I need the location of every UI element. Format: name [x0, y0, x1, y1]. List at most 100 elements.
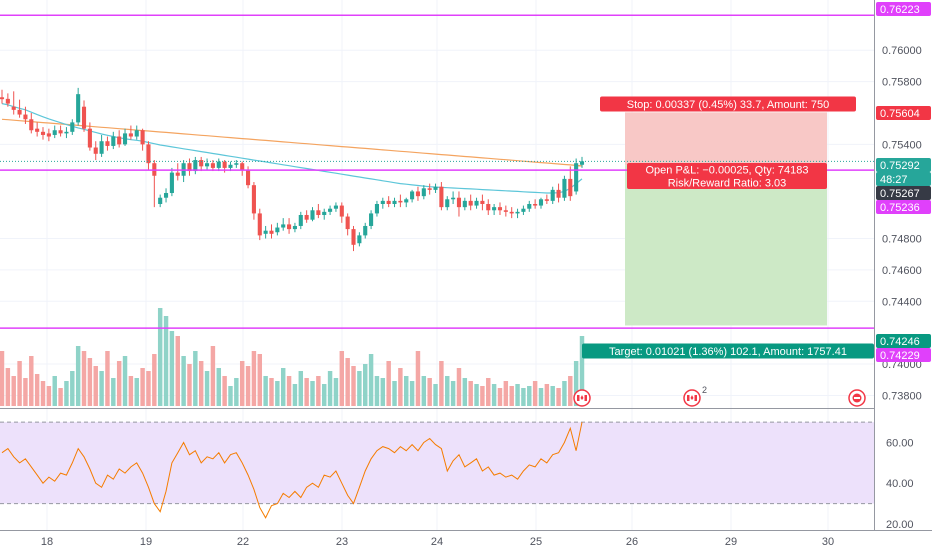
candle[interactable]	[380, 197, 385, 209]
candle[interactable]	[193, 156, 198, 175]
candle[interactable]	[298, 211, 303, 230]
candle[interactable]	[345, 213, 350, 236]
candle[interactable]	[556, 183, 561, 203]
candle[interactable]	[550, 186, 555, 204]
candle[interactable]	[421, 185, 426, 200]
candle[interactable]	[562, 175, 567, 201]
candle[interactable]	[474, 197, 479, 209]
candle[interactable]	[544, 194, 549, 204]
candle[interactable]	[351, 225, 356, 252]
pnl-label[interactable]: Open P&L: −0.00025, Qty: 74183 Risk/Rewa…	[627, 163, 827, 190]
candle[interactable]	[386, 196, 391, 208]
candle[interactable]	[363, 222, 368, 239]
candle[interactable]	[87, 122, 92, 151]
event-icon[interactable]	[848, 389, 866, 407]
candle[interactable]	[486, 199, 491, 215]
candle[interactable]	[134, 125, 139, 140]
candle[interactable]	[292, 222, 297, 233]
candle[interactable]	[492, 204, 497, 215]
candle[interactable]	[210, 160, 215, 172]
candle[interactable]	[462, 197, 467, 211]
target-label[interactable]: Target: 0.01021 (1.36%) 102.1, Amount: 1…	[582, 343, 874, 359]
candle[interactable]	[433, 183, 438, 194]
candle[interactable]	[281, 218, 286, 231]
candle[interactable]	[17, 99, 22, 118]
candle[interactable]	[310, 207, 315, 222]
candle[interactable]	[58, 125, 63, 137]
candle[interactable]	[175, 163, 180, 181]
target-zone[interactable]	[625, 165, 827, 326]
candle[interactable]	[574, 158, 579, 195]
candle[interactable]	[263, 225, 268, 239]
candle[interactable]	[46, 128, 51, 142]
candle[interactable]	[0, 89, 5, 104]
candle[interactable]	[205, 158, 210, 170]
candle[interactable]	[304, 210, 309, 223]
candle[interactable]	[509, 207, 514, 219]
candle[interactable]	[199, 156, 204, 172]
candle[interactable]	[374, 200, 379, 217]
candle[interactable]	[275, 222, 280, 236]
candle[interactable]	[497, 202, 503, 215]
candle[interactable]	[93, 141, 98, 161]
candle[interactable]	[427, 183, 432, 195]
candle[interactable]	[339, 202, 344, 223]
candle[interactable]	[64, 127, 69, 139]
candle[interactable]	[287, 218, 292, 234]
candle[interactable]	[169, 167, 174, 197]
candle[interactable]	[538, 197, 544, 209]
candle[interactable]	[480, 194, 485, 211]
candle[interactable]	[404, 197, 409, 208]
candle[interactable]	[70, 119, 75, 135]
candle[interactable]	[35, 122, 40, 137]
candle[interactable]	[456, 191, 462, 217]
candle[interactable]	[398, 194, 403, 208]
candle[interactable]	[81, 100, 87, 132]
candle[interactable]	[257, 208, 262, 241]
candle[interactable]	[410, 189, 415, 203]
candle[interactable]	[240, 161, 245, 176]
candle[interactable]	[515, 208, 520, 219]
candle[interactable]	[40, 127, 46, 140]
candle[interactable]	[146, 141, 151, 170]
candle[interactable]	[76, 87, 81, 126]
candlestick-series[interactable]	[0, 87, 585, 252]
candle[interactable]	[328, 205, 333, 215]
candle[interactable]	[451, 191, 456, 204]
candle[interactable]	[29, 112, 34, 134]
candle[interactable]	[503, 205, 508, 217]
candle[interactable]	[445, 196, 450, 211]
candle[interactable]	[5, 93, 10, 107]
candle[interactable]	[568, 166, 573, 201]
candle[interactable]	[105, 136, 110, 151]
candle[interactable]	[122, 128, 128, 146]
candle[interactable]	[369, 210, 374, 230]
candle[interactable]	[392, 197, 397, 208]
candle[interactable]	[527, 200, 532, 212]
candle[interactable]	[52, 125, 57, 139]
candle[interactable]	[251, 182, 256, 220]
candle[interactable]	[333, 202, 338, 212]
candle[interactable]	[269, 224, 274, 239]
candle[interactable]	[357, 232, 362, 247]
candle[interactable]	[322, 208, 327, 220]
price-axis[interactable]	[874, 0, 932, 530]
candle[interactable]	[216, 158, 221, 172]
candle[interactable]	[439, 182, 444, 211]
candle[interactable]	[158, 194, 163, 208]
stop-zone[interactable]	[625, 112, 827, 166]
candle[interactable]	[99, 134, 104, 157]
candle[interactable]	[316, 204, 321, 219]
candle[interactable]	[533, 199, 538, 209]
candle[interactable]	[234, 160, 239, 168]
candle[interactable]	[163, 188, 169, 203]
candle[interactable]	[579, 156, 585, 168]
candle[interactable]	[521, 205, 526, 215]
ca-flag-icon[interactable]	[573, 389, 591, 407]
candle[interactable]	[140, 128, 145, 151]
candle[interactable]	[23, 106, 28, 124]
candle[interactable]	[111, 131, 116, 150]
candle[interactable]	[128, 125, 133, 140]
candle[interactable]	[468, 194, 473, 211]
